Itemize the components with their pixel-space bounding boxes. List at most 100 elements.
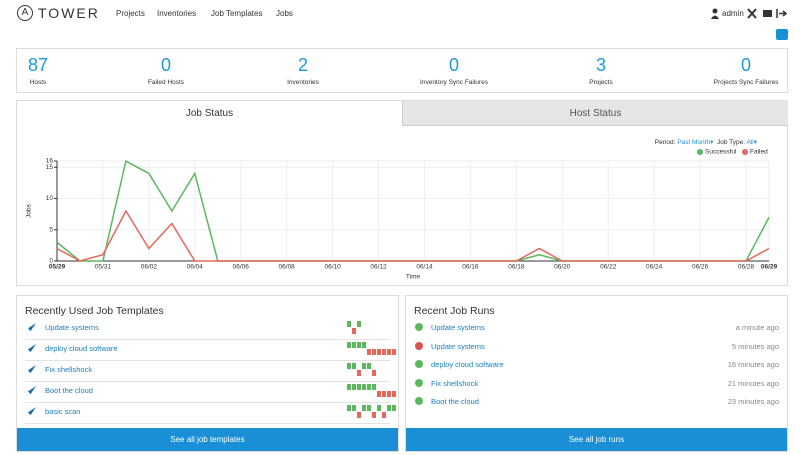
run-time: 23 minutes ago: [727, 397, 779, 406]
status-dot: [415, 323, 423, 331]
job-status: [367, 384, 371, 390]
template-row: Update systems: [25, 318, 390, 340]
x-tick-label: 06/24: [646, 264, 663, 271]
help-button[interactable]: [776, 29, 788, 40]
rocket-icon: [27, 407, 36, 416]
navbar: A TOWER Projects Inventories Job Templat…: [0, 0, 800, 28]
period-label: Period:: [654, 139, 676, 146]
template-name[interactable]: deploy cloud software: [45, 344, 118, 353]
nav-link[interactable]: Inventories: [157, 9, 197, 18]
status-dot: [415, 397, 423, 405]
x-tick-label: 06/18: [508, 264, 525, 271]
count: 2 Inventories: [233, 55, 373, 86]
job-status: [387, 349, 391, 355]
count-label: Inventories: [287, 79, 319, 86]
job-status: [367, 363, 371, 369]
nav-link[interactable]: Jobs: [276, 9, 293, 18]
legend-label: Successful: [705, 149, 737, 156]
y-axis-label: Jobs: [26, 203, 33, 217]
template-row: deploy cloud software: [25, 339, 396, 361]
logo[interactable]: A: [17, 5, 33, 21]
job-type-label: Job Type:: [716, 139, 746, 146]
run-name[interactable]: Update systems: [431, 341, 485, 351]
x-tick-label: 06/12: [370, 264, 387, 271]
job-status: [362, 384, 366, 390]
run-row: Update systems 5 minutes ago: [414, 338, 779, 356]
y-tick-label: 10: [46, 195, 54, 202]
job-status: [387, 391, 391, 397]
x-tick-label: 06/02: [141, 264, 158, 271]
job-status: [357, 321, 361, 327]
x-tick-label: 05/29: [49, 264, 66, 271]
x-tick-label: 06/06: [233, 264, 250, 271]
series-line: [56, 159, 770, 262]
user-name[interactable]: admin: [722, 9, 744, 18]
template-name[interactable]: basic scan: [45, 407, 81, 416]
panel-title: Recently Used Job Templates: [25, 305, 164, 317]
job-status: [347, 321, 351, 327]
count-value: 0: [160, 55, 171, 75]
nav-link[interactable]: Job Templates: [211, 9, 263, 18]
nav-link[interactable]: Projects: [116, 9, 145, 18]
rocket-icon: [27, 323, 36, 332]
job-status: [372, 412, 376, 418]
run-name[interactable]: deploy cloud software: [431, 360, 504, 369]
count-label: Hosts: [29, 79, 47, 86]
job-status: [357, 370, 361, 376]
job-status: [352, 342, 356, 348]
rocket-icon: [27, 365, 36, 374]
template-name[interactable]: Fix shellshock: [45, 365, 93, 374]
y-tick-label: 16: [46, 158, 54, 165]
status-dot: [415, 378, 423, 387]
template-name[interactable]: Update systems: [45, 323, 99, 332]
job-status: [367, 405, 371, 411]
period-select[interactable]: Past Month: [677, 139, 711, 146]
x-tick-label: 06/29: [761, 264, 778, 271]
template-row: Fix shellshock: [25, 360, 390, 382]
count-value: 0: [448, 55, 459, 75]
job-status: [362, 342, 366, 348]
count: 3 Projects: [531, 55, 671, 86]
job-status: [357, 342, 361, 348]
counts-panel: 87 Hosts 0 Failed Hosts 2 Inventories 0 Invento…: [16, 48, 788, 93]
count-label: Projects: [589, 79, 613, 86]
run-row: Update systems a minute ago: [414, 319, 779, 337]
run-name[interactable]: Fix shellshock: [431, 378, 479, 388]
rocket-icon: [27, 386, 36, 395]
see-all-runs[interactable]: See all job runs: [406, 428, 787, 451]
run-time: 16 minutes ago: [727, 360, 779, 369]
tab[interactable]: Job Status: [185, 108, 234, 119]
count: 0 Failed Hosts: [96, 55, 236, 86]
x-tick-label: 06/28: [738, 264, 755, 271]
job-status: [372, 384, 376, 390]
x-tick-label: 06/10: [324, 264, 341, 271]
x-tick-label: 06/08: [279, 264, 296, 271]
job-status: [352, 363, 356, 369]
tab[interactable]: Host Status: [402, 101, 788, 126]
template-name[interactable]: Boot the cloud: [45, 386, 93, 395]
job-status: [382, 349, 386, 355]
run-time: 21 minutes ago: [727, 378, 779, 388]
job-status: [347, 384, 351, 390]
run-row: deploy cloud software 16 minutes ago: [414, 356, 779, 374]
run-name[interactable]: Update systems: [431, 323, 485, 332]
job-status: [367, 349, 371, 355]
legend-swatch: [697, 149, 703, 155]
series-line: [56, 209, 770, 262]
job-type-select[interactable]: All: [746, 139, 754, 146]
job-status: [377, 349, 381, 355]
count-label: Inventory Sync Failures: [420, 79, 488, 86]
count-value: 2: [297, 55, 308, 75]
job-status: [387, 405, 391, 411]
nav-icons: [711, 8, 788, 19]
x-tick-label: 06/04: [187, 264, 204, 271]
count: 0 Inventory Sync Failures: [384, 55, 524, 86]
job-status: [362, 405, 366, 411]
brand[interactable]: TOWER: [38, 5, 100, 21]
x-tick-label: 06/20: [554, 264, 571, 271]
run-name[interactable]: Boot the cloud: [431, 397, 479, 406]
job-status: [347, 342, 351, 348]
see-all-templates[interactable]: See all job templates: [17, 428, 398, 451]
run-row: Boot the cloud 23 minutes ago: [414, 393, 779, 411]
